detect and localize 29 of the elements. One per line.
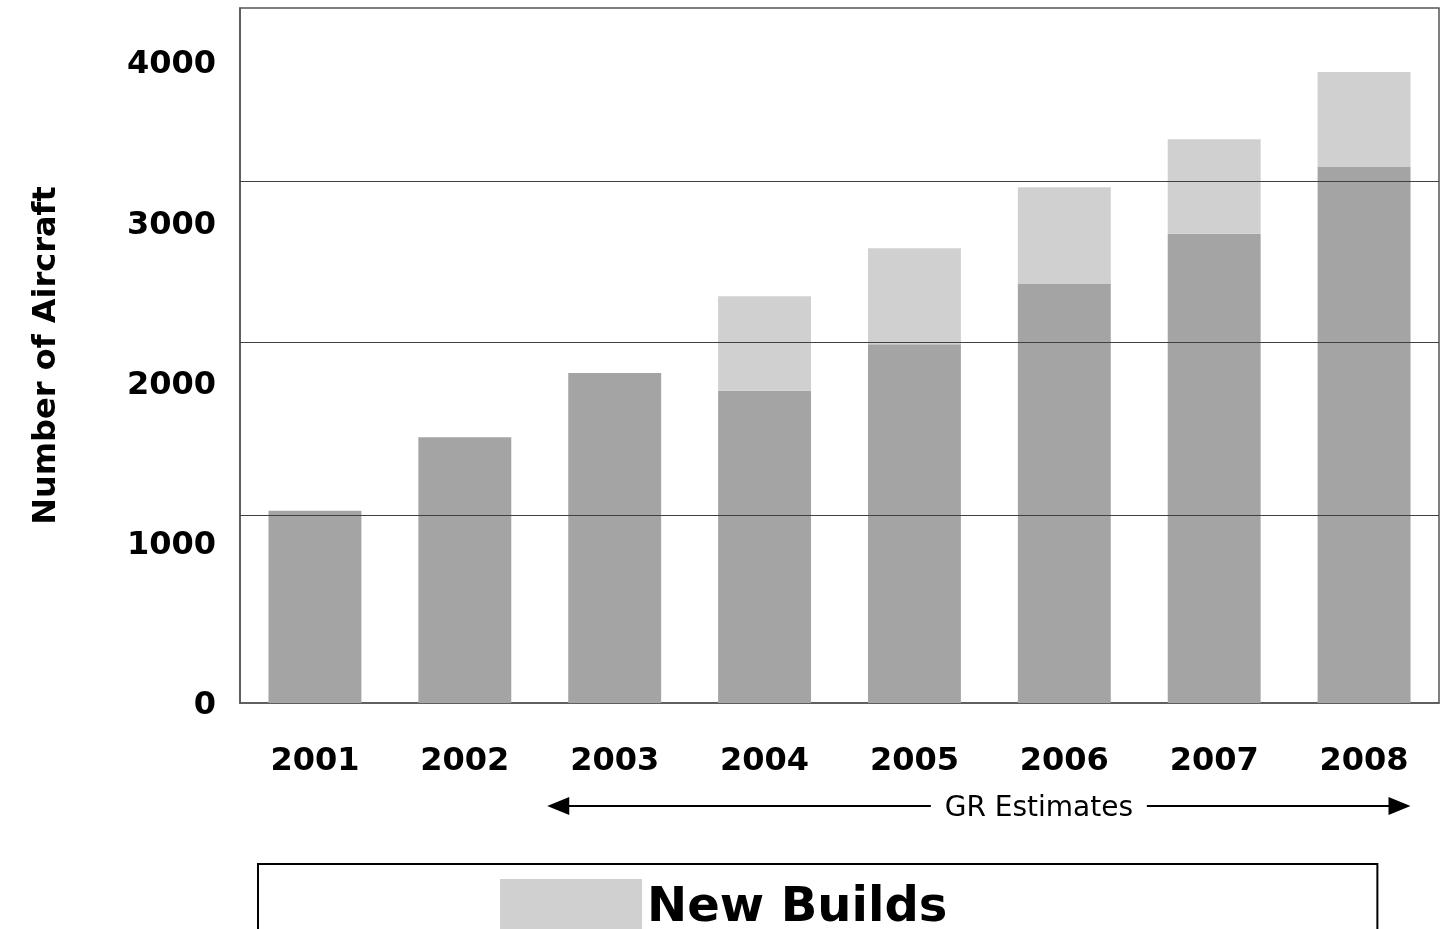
bar <box>1167 139 1261 234</box>
legend-label: New Builds <box>647 876 948 929</box>
bar <box>1017 283 1111 703</box>
y-tick-label: 1000 <box>126 523 216 562</box>
y-tick-label: 0 <box>193 684 216 722</box>
x-tick-label: 2008 <box>1319 740 1409 778</box>
x-tick-label: 2003 <box>570 740 660 778</box>
bar <box>1317 72 1411 167</box>
bar <box>268 510 362 703</box>
y-tick-label: 4000 <box>126 43 216 82</box>
bar <box>568 373 662 703</box>
x-tick-label: 2006 <box>1019 740 1109 778</box>
y-tick-label: 2000 <box>126 363 216 402</box>
bar <box>1017 187 1111 284</box>
bar <box>718 390 812 703</box>
bar <box>1317 166 1411 703</box>
y-tick-label: 3000 <box>126 203 216 242</box>
text: GR Estimates <box>930 789 1148 823</box>
y-axis-title: Number of Aircraft <box>25 186 63 525</box>
bar <box>867 248 961 345</box>
bar <box>418 437 512 703</box>
bar <box>718 296 812 391</box>
x-tick-label: 2004 <box>720 740 810 778</box>
bar <box>867 344 961 703</box>
x-tick-label: 2005 <box>869 740 959 778</box>
bar <box>1167 233 1261 703</box>
x-tick-label: 2001 <box>270 740 360 778</box>
x-tick-label: 2007 <box>1169 740 1259 778</box>
x-tick-label: 2002 <box>420 740 510 778</box>
